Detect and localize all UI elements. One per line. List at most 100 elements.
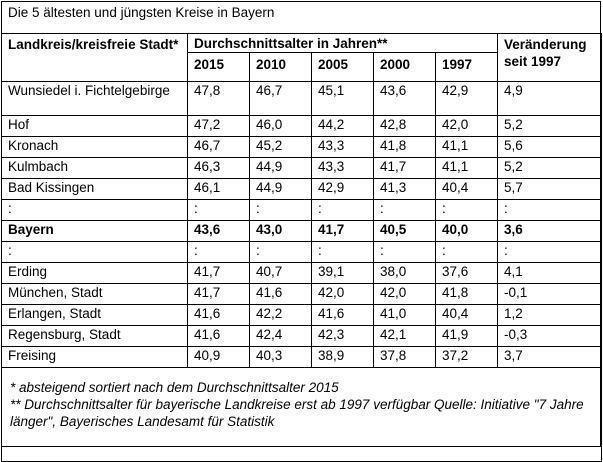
row-value: 41,9 <box>435 325 498 347</box>
row-value: 44,2 <box>311 115 374 137</box>
table-row: Kronach 46,7 45,2 43,3 41,8 41,1 5,6 <box>1 136 602 158</box>
row-name: Bad Kissingen <box>1 178 188 200</box>
row-value: 41,8 <box>373 136 436 158</box>
row-change: 5,6 <box>497 136 602 158</box>
age-table: Landkreis/kreisfreie Stadt* Durchschnitt… <box>1 33 602 462</box>
row-name: Wunsiedel i. Fichtelgebirge <box>1 81 188 116</box>
table-row: Regensburg, Stadt 41,6 42,4 42,3 42,1 41,9 -0,… <box>1 325 602 347</box>
header-year: 1997 <box>435 52 498 82</box>
header-year: 2015 <box>187 52 250 82</box>
row-value: 45,2 <box>249 136 312 158</box>
row-change: 4,1 <box>497 262 602 284</box>
table-row: Kulmbach 46,3 44,9 43,3 41,7 41,1 5,2 <box>1 157 602 179</box>
row-value: 42,2 <box>249 304 312 326</box>
header-change: Veränderung seit 1997 <box>497 33 602 82</box>
row-value: 42,1 <box>373 325 436 347</box>
row-value: : <box>187 199 250 221</box>
row-value: 37,2 <box>435 346 498 368</box>
row-value: : <box>249 241 312 263</box>
header-year: 2000 <box>373 52 436 82</box>
row-value: 40,5 <box>373 220 436 242</box>
row-value: 44,9 <box>249 178 312 200</box>
row-value: : <box>187 241 250 263</box>
table-row: ::::::: <box>1 199 602 221</box>
row-name: Erlangen, Stadt <box>1 304 188 326</box>
row-value: 37,6 <box>435 262 498 284</box>
row-change: 5,7 <box>497 178 602 200</box>
row-value: 41,1 <box>435 157 498 179</box>
table-body: Wunsiedel i. Fichtelgebirge 47,8 46,7 45,1 4… <box>1 81 602 368</box>
row-value: 40,7 <box>249 262 312 284</box>
row-name: Hof <box>1 115 188 137</box>
row-value: 43,0 <box>249 220 312 242</box>
row-value: 41,3 <box>373 178 436 200</box>
row-value: 47,8 <box>187 81 250 116</box>
row-value: : <box>373 199 436 221</box>
row-value: 40,4 <box>435 178 498 200</box>
header-year: 2010 <box>249 52 312 82</box>
row-change: : <box>497 199 602 221</box>
page-title: Die 5 ältesten und jüngsten Kreise in Ba… <box>8 5 275 20</box>
row-change: -0,3 <box>497 325 602 347</box>
row-value: 42,8 <box>373 115 436 137</box>
row-value: 41,8 <box>435 283 498 305</box>
row-name: Kronach <box>1 136 188 158</box>
table-row: Wunsiedel i. Fichtelgebirge 47,8 46,7 45,1 4… <box>1 81 602 116</box>
row-value: : <box>311 241 374 263</box>
footnotes: * absteigend sortiert nach dem Durchschn… <box>1 367 602 462</box>
row-value: 38,0 <box>373 262 436 284</box>
row-name: Bayern <box>1 220 188 242</box>
row-value: 42,0 <box>311 283 374 305</box>
row-name: : <box>1 241 188 263</box>
footnote: * absteigend sortiert nach dem Durchschn… <box>10 380 339 395</box>
table-row: Bad Kissingen 46,1 44,9 42,9 41,3 40,4 5,7 <box>1 178 602 200</box>
table-row: Erding 41,7 40,7 39,1 38,0 37,6 4,1 <box>1 262 602 284</box>
table-row: München, Stadt 41,7 41,6 42,0 42,0 41,8 -0,1 <box>1 283 602 305</box>
table-row: Freising 40,9 40,3 38,9 37,8 37,2 3,7 <box>1 346 602 368</box>
row-change: 5,2 <box>497 115 602 137</box>
row-value: 40,9 <box>187 346 250 368</box>
row-value: 43,6 <box>187 220 250 242</box>
row-value: 46,3 <box>187 157 250 179</box>
row-value: 40,4 <box>435 304 498 326</box>
footnote: ** Durchschnittsalter für bayerische Lan… <box>10 397 584 429</box>
row-value: 41,1 <box>435 136 498 158</box>
row-name: München, Stadt <box>1 283 188 305</box>
row-value: : <box>435 241 498 263</box>
header-year: 2005 <box>311 52 374 82</box>
row-value: : <box>373 241 436 263</box>
header-landkreis: Landkreis/kreisfreie Stadt* <box>1 33 188 82</box>
row-name: Kulmbach <box>1 157 188 179</box>
row-value: 42,0 <box>373 283 436 305</box>
row-value: 42,9 <box>435 81 498 116</box>
row-change: 4,9 <box>497 81 602 116</box>
row-value: 41,7 <box>373 157 436 179</box>
row-name: Erding <box>1 262 188 284</box>
row-value: 37,8 <box>373 346 436 368</box>
row-value: 40,0 <box>435 220 498 242</box>
row-value: 42,3 <box>311 325 374 347</box>
row-value: 39,1 <box>311 262 374 284</box>
row-value: 45,1 <box>311 81 374 116</box>
row-value: 42,9 <box>311 178 374 200</box>
row-name: Regensburg, Stadt <box>1 325 188 347</box>
row-value: : <box>435 199 498 221</box>
row-value: 41,6 <box>187 325 250 347</box>
row-value: 47,2 <box>187 115 250 137</box>
row-value: 43,3 <box>311 157 374 179</box>
row-value: 41,0 <box>373 304 436 326</box>
row-value: : <box>311 199 374 221</box>
row-value: 43,3 <box>311 136 374 158</box>
header-group: Durchschnittsalter in Jahren** <box>187 33 498 53</box>
row-value: 41,6 <box>249 283 312 305</box>
row-value: 41,7 <box>311 220 374 242</box>
table-row: Hof 47,2 46,0 44,2 42,8 42,0 5,2 <box>1 115 602 137</box>
row-change: 1,2 <box>497 304 602 326</box>
row-value: 46,1 <box>187 178 250 200</box>
table-row: Bayern 43,6 43,0 41,7 40,5 40,0 3,6 <box>1 220 602 242</box>
row-value: 41,6 <box>311 304 374 326</box>
row-value: 42,0 <box>435 115 498 137</box>
row-value: 44,9 <box>249 157 312 179</box>
row-value: 41,6 <box>187 304 250 326</box>
row-change: -0,1 <box>497 283 602 305</box>
